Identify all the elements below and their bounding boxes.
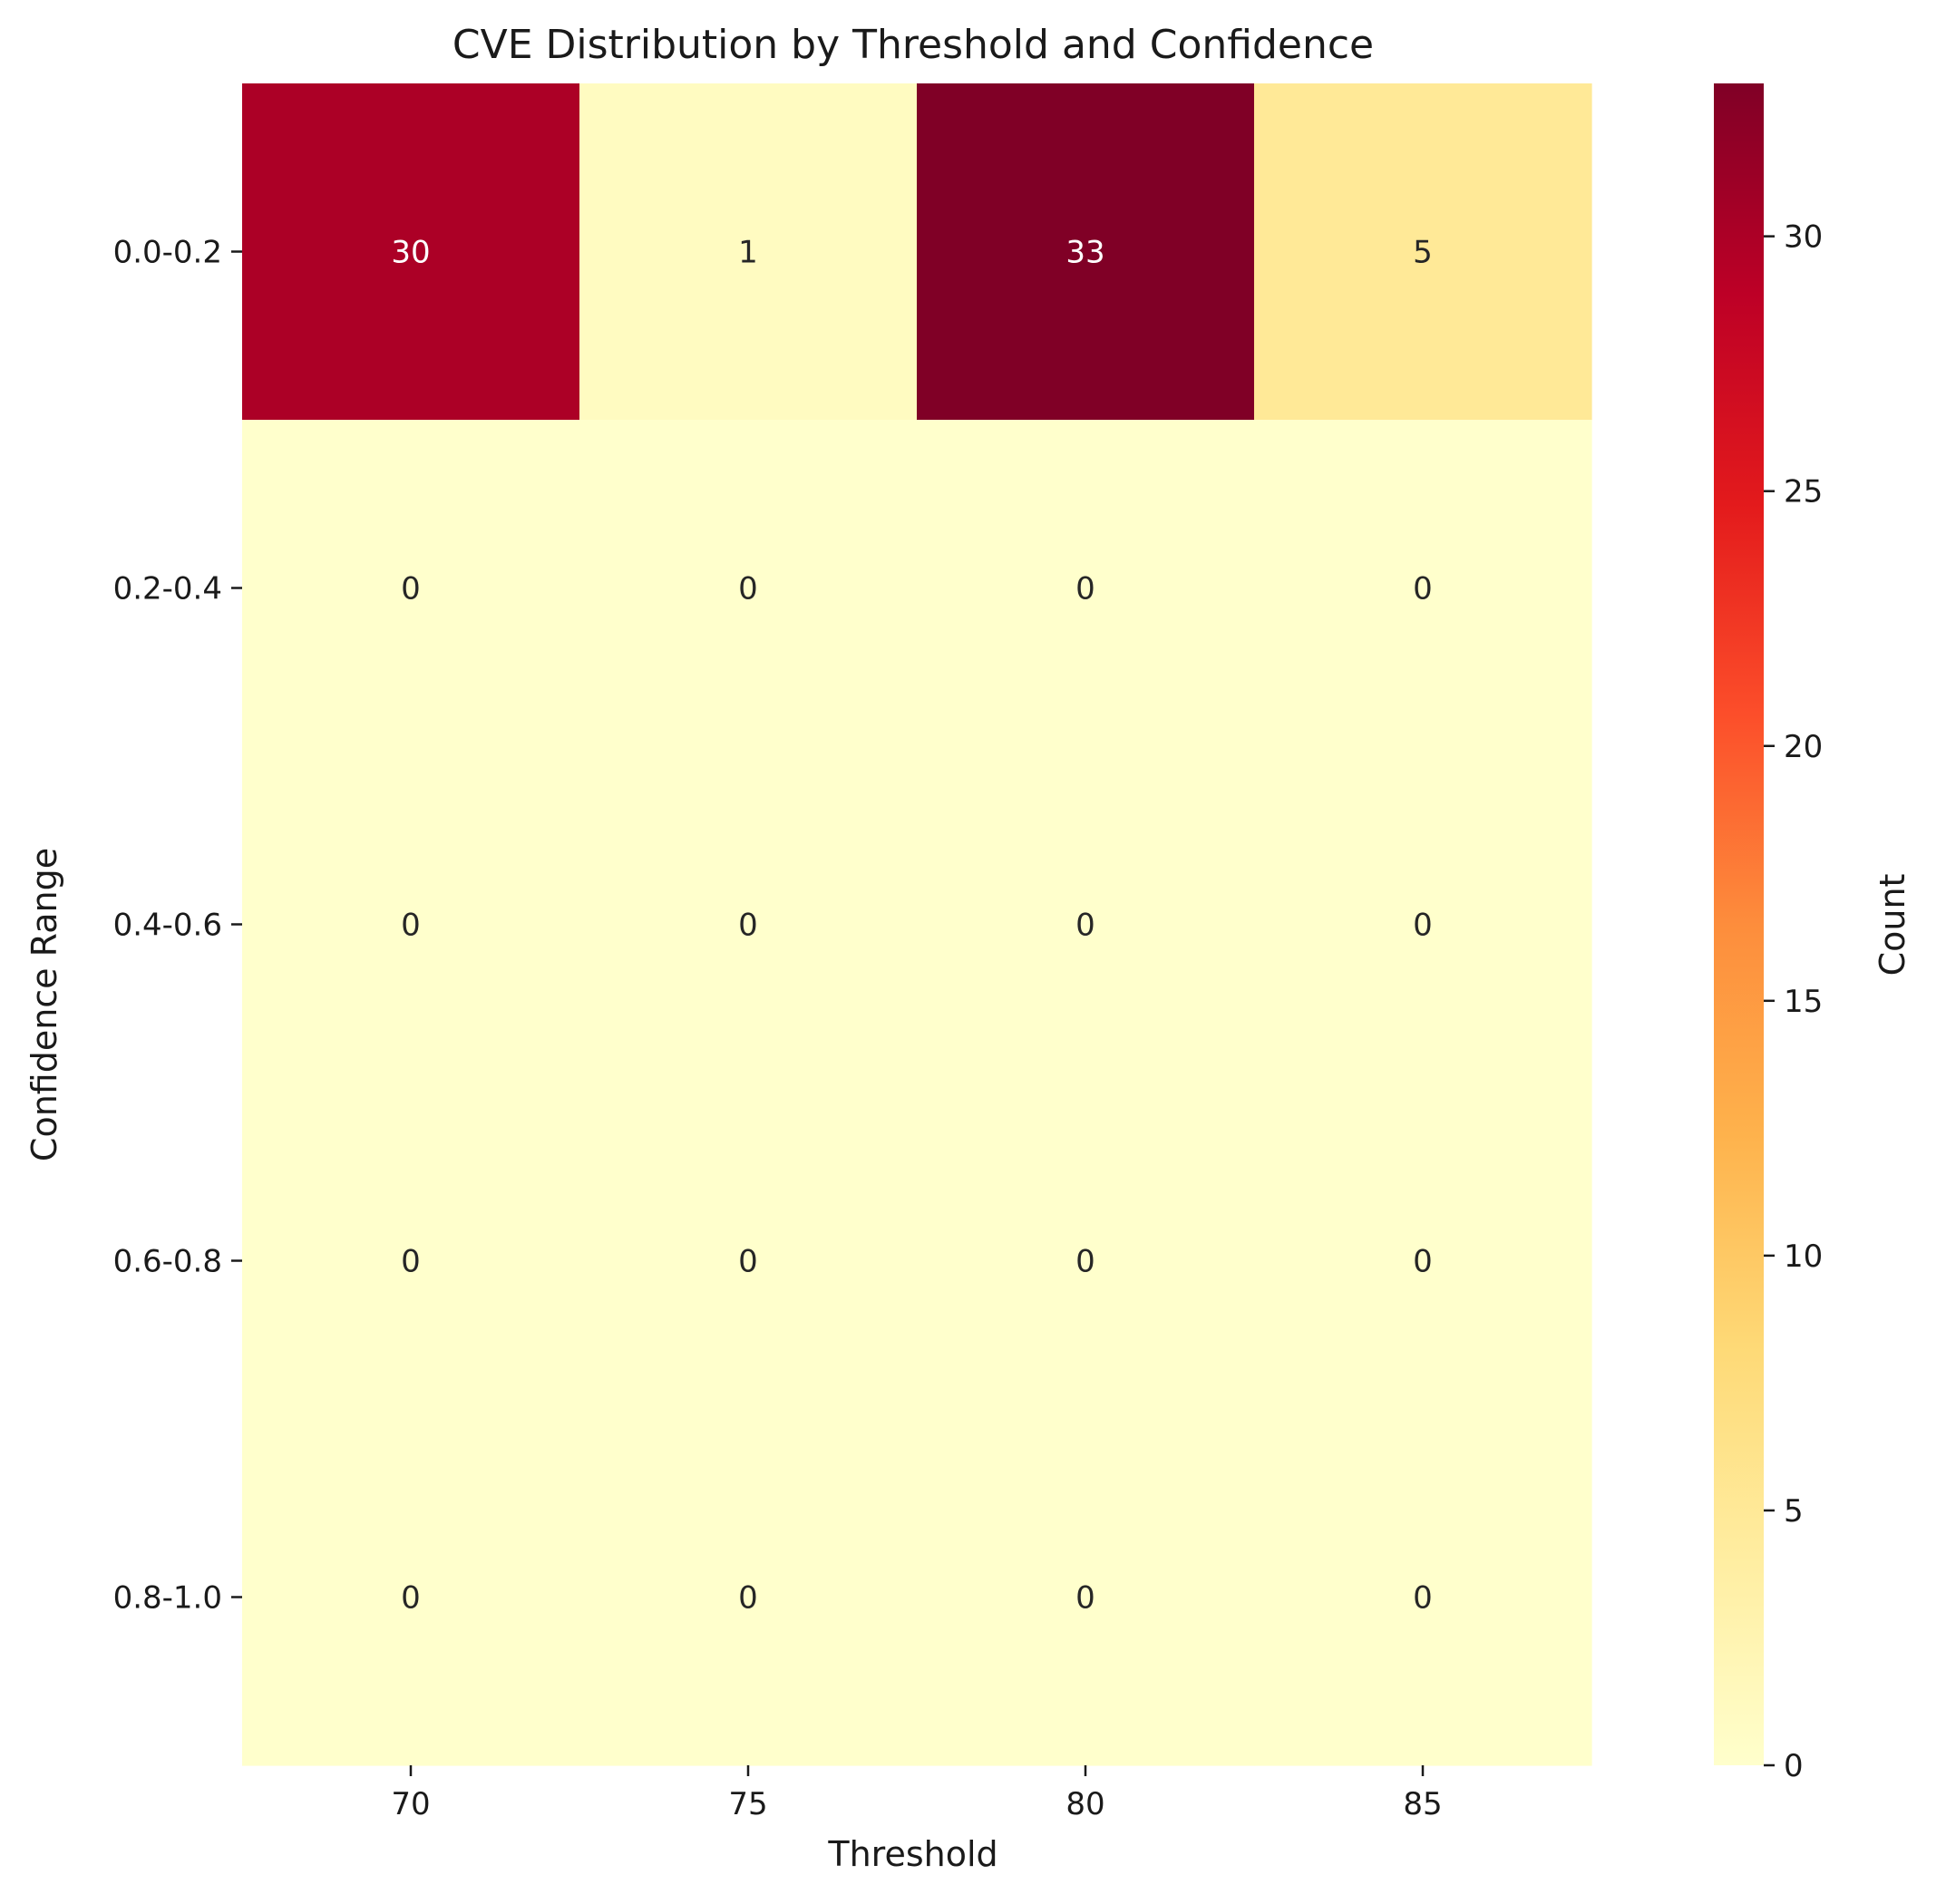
cell-value-label: 1	[738, 235, 758, 271]
colorbar-tick-label: 0	[1784, 1748, 1804, 1784]
cell-value-label: 0	[401, 1580, 421, 1617]
colorbar	[1714, 83, 1764, 1765]
heatmap-cell	[579, 83, 918, 421]
cell-value-label: 0	[401, 908, 421, 944]
y-axis-ticks: 0.0-0.2 0.2-0.4 0.4-0.6 0.6-0.8 0.8-1.0	[113, 235, 242, 1617]
heatmap-cell	[917, 1093, 1255, 1430]
y-tick-label: 0.8-1.0	[113, 1580, 222, 1617]
colorbar-label: Count	[1873, 874, 1912, 976]
chart-title: CVE Distribution by Threshold and Confid…	[452, 22, 1374, 68]
colorbar-ticks: 0 5 10 15 20 25 30	[1764, 219, 1823, 1784]
y-tick-label: 0.0-0.2	[113, 235, 222, 271]
x-tick-label: 75	[728, 1786, 767, 1822]
x-axis-ticks: 70 75 80 85	[391, 1765, 1443, 1822]
heatmap-cell	[1254, 1429, 1592, 1766]
colorbar-tick-label: 30	[1784, 219, 1823, 256]
cell-value-label: 0	[401, 1244, 421, 1280]
cell-value-label: 0	[738, 1244, 758, 1280]
heatmap-cell	[242, 1093, 580, 1430]
cell-value-label: 0	[1075, 571, 1095, 607]
x-tick-label: 70	[391, 1786, 430, 1822]
heatmap-cell	[917, 420, 1255, 757]
cell-value-label: 0	[738, 1580, 758, 1617]
heatmap-cell	[917, 756, 1255, 1093]
heatmap-cell	[242, 756, 580, 1093]
heatmap-cell	[579, 756, 918, 1093]
colorbar-tick-label: 10	[1784, 1239, 1823, 1275]
heatmap-cell	[1254, 420, 1592, 757]
y-tick-label: 0.6-0.8	[113, 1244, 222, 1280]
x-tick-label: 85	[1403, 1786, 1442, 1822]
heatmap-cell	[917, 83, 1255, 421]
heatmap-cell	[1254, 1093, 1592, 1430]
colorbar-tick-label: 25	[1784, 474, 1823, 510]
heatmap-cell	[242, 83, 580, 421]
colorbar-tick-label: 20	[1784, 729, 1823, 765]
colorbar-tick-label: 15	[1784, 984, 1823, 1020]
cell-value-label: 0	[1413, 1244, 1433, 1280]
colorbar-tick-label: 5	[1784, 1493, 1804, 1530]
cell-value-label: 0	[1075, 1580, 1095, 1617]
cell-value-label: 0	[1413, 1580, 1433, 1617]
heatmap-cells: 30 1 33 5 0 0 0 0 0 0 0 0 0 0 0 0 0 0 0 0	[242, 83, 1592, 1766]
cell-value-label: 0	[1413, 908, 1433, 944]
cell-value-label: 0	[401, 571, 421, 607]
y-tick-label: 0.4-0.6	[113, 908, 222, 944]
heatmap-cell	[242, 1429, 580, 1766]
heatmap-cell	[242, 420, 580, 757]
heatmap-cell	[917, 1429, 1255, 1766]
heatmap-cell	[579, 420, 918, 757]
x-tick-label: 80	[1065, 1786, 1104, 1822]
cell-value-label: 0	[1075, 908, 1095, 944]
cell-value-label: 0	[738, 571, 758, 607]
heatmap-cell	[579, 1429, 918, 1766]
cell-value-label: 0	[1413, 571, 1433, 607]
y-axis-label: Confidence Range	[24, 848, 64, 1161]
cell-value-label: 30	[391, 235, 430, 271]
cell-value-label: 5	[1413, 235, 1433, 271]
heatmap-cell	[1254, 83, 1592, 421]
heatmap-cell	[579, 1093, 918, 1430]
y-tick-label: 0.2-0.4	[113, 571, 222, 607]
heatmap-cell	[1254, 756, 1592, 1093]
x-axis-label: Threshold	[827, 1834, 997, 1874]
cell-value-label: 0	[738, 908, 758, 944]
cell-value-label: 0	[1075, 1244, 1095, 1280]
cell-value-label: 33	[1065, 235, 1104, 271]
